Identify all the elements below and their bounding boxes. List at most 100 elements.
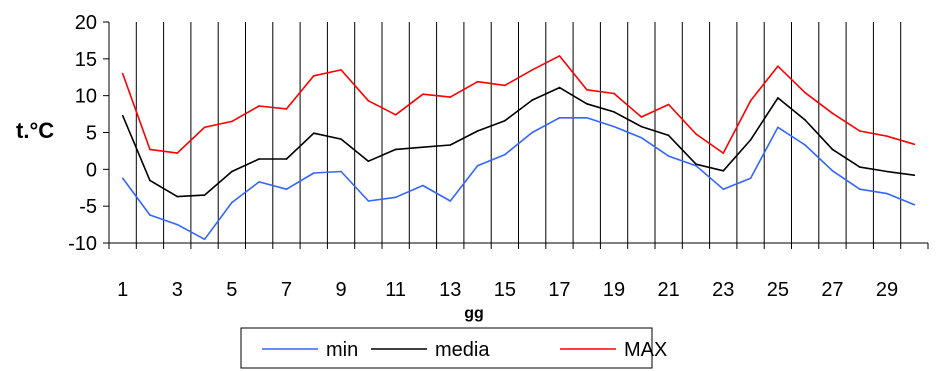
legend-label-min: min bbox=[326, 339, 358, 361]
data-point-media bbox=[476, 130, 479, 132]
y-tick-label: 20 bbox=[75, 12, 97, 34]
x-tick-label: 9 bbox=[335, 279, 346, 301]
data-point-max bbox=[913, 143, 916, 146]
x-tick-label: 23 bbox=[712, 279, 734, 301]
x-tick-label: 11 bbox=[385, 279, 406, 301]
data-point-max bbox=[558, 55, 561, 57]
data-point-min bbox=[340, 170, 342, 173]
data-point-max bbox=[312, 74, 315, 77]
y-axis-ticks: -10 -5 0 5 10 15 20 bbox=[68, 12, 109, 255]
x-tick-label: 1 bbox=[117, 279, 128, 301]
data-point-max bbox=[203, 126, 206, 129]
series-line-min bbox=[122, 117, 915, 241]
data-point-media bbox=[558, 86, 561, 89]
data-point-media bbox=[203, 194, 206, 196]
data-point-max bbox=[804, 91, 806, 94]
x-tick-label: 19 bbox=[603, 279, 625, 301]
data-point-media bbox=[531, 99, 533, 101]
data-point-max bbox=[231, 120, 233, 123]
data-point-max bbox=[531, 69, 533, 71]
x-tick-label: 3 bbox=[172, 279, 183, 301]
y-tick-label: 5 bbox=[86, 123, 97, 145]
data-point-min bbox=[531, 131, 533, 134]
data-point-min bbox=[886, 192, 888, 195]
data-point-media bbox=[231, 170, 233, 173]
data-point-max bbox=[285, 108, 288, 110]
data-point-media bbox=[258, 158, 260, 160]
data-point-min bbox=[613, 125, 615, 128]
data-point-max bbox=[640, 116, 643, 118]
data-point-media bbox=[312, 132, 315, 135]
data-point-media bbox=[449, 144, 452, 146]
data-point-max bbox=[722, 152, 725, 154]
data-point-min bbox=[804, 144, 806, 146]
x-tick-label: 17 bbox=[548, 279, 570, 301]
data-point-min bbox=[285, 188, 288, 191]
data-point-min bbox=[422, 184, 424, 187]
data-point-max bbox=[176, 152, 179, 154]
x-tick-label: 25 bbox=[767, 279, 789, 301]
data-point-media bbox=[394, 148, 397, 151]
legend-box bbox=[240, 327, 653, 369]
data-point-max bbox=[831, 112, 834, 115]
x-tick-label: 7 bbox=[281, 279, 292, 301]
data-point-media bbox=[121, 114, 124, 117]
data-point-min bbox=[176, 223, 179, 226]
data-point-media bbox=[831, 148, 834, 151]
data-point-max bbox=[858, 130, 861, 132]
series-lines bbox=[121, 55, 916, 241]
data-point-min bbox=[558, 116, 561, 119]
data-point-max bbox=[149, 148, 151, 151]
data-point-min bbox=[749, 177, 752, 179]
data-point-max bbox=[258, 105, 260, 107]
x-tick-label: 5 bbox=[226, 279, 237, 301]
data-point-max bbox=[667, 103, 670, 106]
axes bbox=[108, 22, 928, 244]
x-tick-label: 21 bbox=[658, 279, 680, 301]
data-point-max bbox=[340, 69, 342, 71]
data-point-media bbox=[422, 146, 424, 149]
x-tick-label: 13 bbox=[439, 279, 461, 301]
data-point-media bbox=[913, 174, 916, 177]
data-point-min bbox=[312, 172, 315, 174]
x-axis-ticks: 1 3 5 7 9 11 13 15 17 19 21 23 25 27 29 bbox=[108, 243, 929, 301]
data-point-max bbox=[749, 100, 752, 102]
data-point-max bbox=[695, 133, 697, 135]
y-tick-label: -5 bbox=[79, 196, 97, 218]
data-point-min bbox=[667, 155, 670, 157]
y-tick-label: -10 bbox=[68, 233, 97, 255]
data-point-min bbox=[231, 201, 233, 204]
data-point-min bbox=[149, 214, 151, 216]
data-point-min bbox=[831, 170, 834, 172]
data-point-max bbox=[777, 65, 779, 67]
data-point-min bbox=[476, 164, 479, 167]
data-point-media bbox=[858, 166, 861, 168]
data-point-media bbox=[886, 170, 888, 173]
data-point-media bbox=[695, 163, 697, 165]
data-point-max bbox=[613, 92, 615, 95]
data-point-media bbox=[367, 160, 370, 163]
data-point-min bbox=[203, 238, 206, 241]
data-point-min bbox=[858, 188, 861, 191]
data-point-max bbox=[449, 96, 452, 98]
data-point-media bbox=[777, 97, 779, 99]
y-tick-label: 10 bbox=[75, 86, 97, 108]
data-point-min bbox=[585, 116, 588, 119]
data-point-media bbox=[613, 111, 615, 113]
data-point-min bbox=[121, 177, 124, 179]
grid-lines bbox=[135, 22, 902, 243]
data-point-max bbox=[367, 100, 370, 102]
data-point-media bbox=[749, 139, 752, 141]
legend-label-max: MAX bbox=[624, 339, 667, 361]
data-point-media bbox=[285, 158, 288, 160]
y-tick-label: 15 bbox=[75, 49, 97, 71]
legend-label-media: media bbox=[435, 339, 490, 361]
data-point-min bbox=[913, 203, 916, 206]
data-point-max bbox=[504, 84, 506, 87]
data-point-media bbox=[504, 119, 506, 122]
y-tick-label: 0 bbox=[86, 159, 97, 181]
data-point-media bbox=[176, 195, 179, 198]
y-axis-label: t.°C bbox=[16, 118, 54, 143]
data-point-min bbox=[722, 188, 725, 191]
data-point-max bbox=[121, 72, 124, 75]
